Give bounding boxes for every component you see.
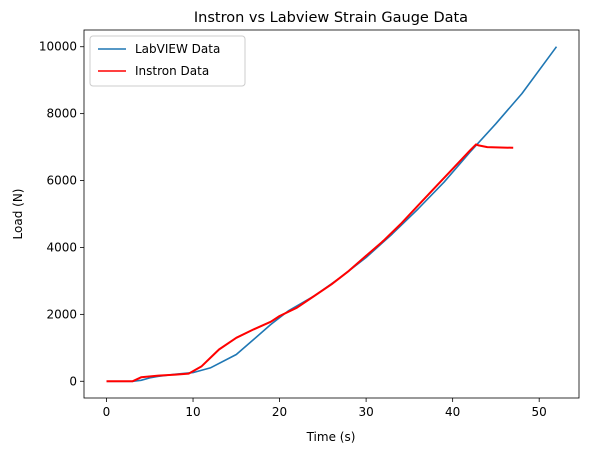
y-axis-label: Load (N) xyxy=(11,189,25,240)
plot-frame xyxy=(83,29,580,399)
x-tick-label: 50 xyxy=(532,405,547,419)
y-axis: 0 2000 4000 6000 8000 10000 xyxy=(39,40,84,388)
y-tick-label: 0 xyxy=(69,374,77,388)
series-line-instron-data xyxy=(106,143,514,383)
plot-area xyxy=(106,46,558,383)
x-tick-label: 0 xyxy=(103,405,111,419)
legend-label-instron: Instron Data xyxy=(135,64,209,78)
legend: LabVIEW Data Instron Data xyxy=(89,35,246,87)
legend-box xyxy=(89,35,246,87)
legend-label-labview: LabVIEW Data xyxy=(135,42,220,56)
y-tick-label: 10000 xyxy=(39,40,77,54)
y-tick-label: 4000 xyxy=(46,240,77,254)
x-axis: 0 10 20 30 40 50 xyxy=(103,398,547,419)
y-tick-label: 8000 xyxy=(46,107,77,121)
x-tick-label: 30 xyxy=(358,405,373,419)
x-axis-label: Time (s) xyxy=(306,430,356,444)
y-tick-label: 6000 xyxy=(46,174,77,188)
x-tick-label: 40 xyxy=(445,405,460,419)
x-tick-label: 20 xyxy=(272,405,287,419)
series-line-labview-data xyxy=(106,46,558,383)
chart-title: Instron vs Labview Strain Gauge Data xyxy=(194,10,468,26)
y-tick-label: 2000 xyxy=(46,307,77,321)
x-tick-label: 10 xyxy=(185,405,200,419)
